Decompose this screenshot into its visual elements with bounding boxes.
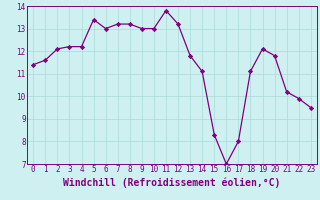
X-axis label: Windchill (Refroidissement éolien,°C): Windchill (Refroidissement éolien,°C) <box>63 177 281 188</box>
